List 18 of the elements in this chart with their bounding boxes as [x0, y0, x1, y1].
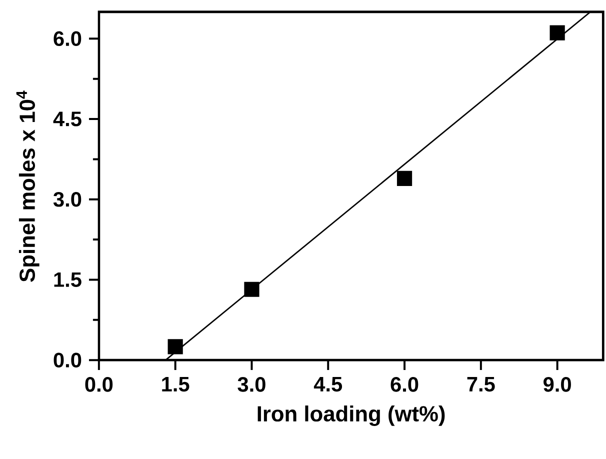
y-tick-label: 0.0 [54, 352, 82, 368]
x-tick-label: 7.5 [467, 377, 495, 392]
point [244, 282, 260, 297]
point [396, 170, 412, 186]
x-tick-label: 3.0 [238, 377, 266, 392]
y-axis-title: Spinel moles x 10$^{4}$ [16, 90, 40, 282]
y-tick-label: 6.0 [54, 31, 82, 46]
x-tick-label: 1.5 [162, 377, 190, 392]
x-tick-label: 6.0 [390, 377, 418, 392]
y-tick-label: 4.5 [53, 112, 82, 126]
x-tick-label: 9.0 [544, 377, 571, 392]
x-tick-label: 0.0 [85, 377, 113, 392]
point [550, 25, 565, 40]
x-axis-title: Iron loading (wt%) [258, 405, 445, 426]
x-tick-label: 4.5 [314, 377, 342, 392]
y-tick-label: 1.5 [54, 272, 82, 288]
point [168, 339, 183, 354]
y-tick-label: 3.0 [53, 192, 82, 207]
